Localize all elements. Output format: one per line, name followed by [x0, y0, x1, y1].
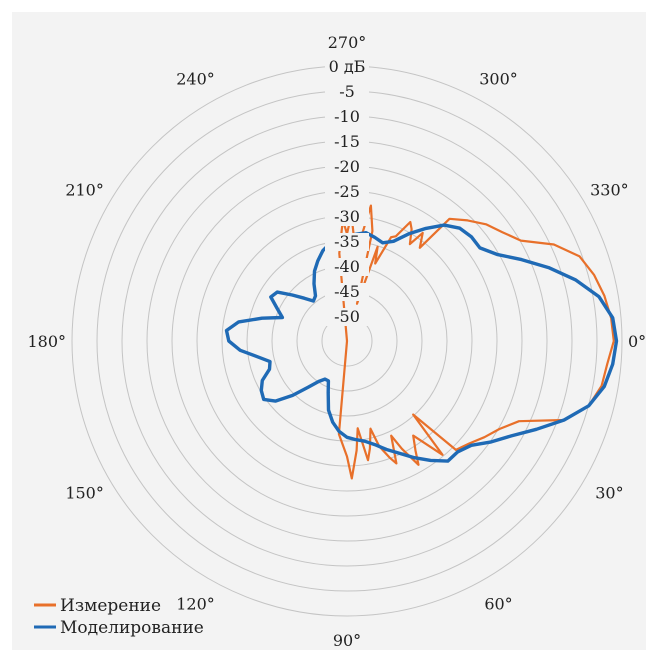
radial-label: -30 [334, 207, 360, 226]
radial-label-bg [325, 133, 369, 151]
radial-label: -10 [334, 107, 360, 126]
radial-label: -5 [339, 82, 355, 101]
series-line-simulation [224, 223, 619, 463]
angle-label: 300° [479, 70, 518, 89]
legend-label: Измерение [60, 596, 161, 616]
legend-label: Моделирование [60, 618, 204, 638]
radial-label: -40 [334, 257, 360, 276]
angle-label: 120° [176, 594, 215, 613]
chart-panel: 0° 30° 60° 90° 120° 150° 180° 210° 240° 270° 300° 3… [12, 12, 646, 650]
radial-label: -25 [334, 182, 360, 201]
radial-label-bg [325, 283, 369, 301]
angle-label: 150° [65, 484, 104, 503]
radial-label: -15 [334, 132, 360, 151]
angle-label: 90° [333, 631, 361, 650]
radial-label-bg [325, 108, 369, 126]
angle-label: 30° [595, 484, 623, 503]
angle-label: 270° [328, 33, 367, 52]
angle-label: 240° [176, 70, 215, 89]
radial-label-bg [325, 83, 369, 101]
radial-label: -45 [334, 282, 360, 301]
angle-label: 330° [590, 181, 629, 200]
radial-label-bg [325, 158, 369, 176]
angle-tick-labels: 0° 30° 60° 90° 120° 150° 180° 210° 240° 270° 300° 3… [27, 33, 646, 650]
radial-label-bg [325, 233, 369, 251]
radial-label: 0 дБ [329, 57, 366, 76]
radial-label-bg [325, 208, 369, 226]
radial-label: -20 [334, 157, 360, 176]
angle-label: 0° [628, 332, 646, 351]
angle-label: 180° [27, 332, 66, 351]
angle-label: 60° [484, 594, 512, 613]
angle-label: 210° [65, 181, 104, 200]
radial-label-bg [325, 183, 369, 201]
radial-label-bg [325, 258, 369, 276]
polar-chart: 0° 30° 60° 90° 120° 150° 180° 210° 240° 270° 300° 3… [27, 33, 646, 650]
radial-label-bg [325, 58, 369, 76]
radial-label: -50 [334, 307, 360, 326]
radial-label: -35 [334, 232, 360, 251]
radial-tick-labels: 0 дБ -5 -10 -15 -20 -25 -30 -35 -40 -45 -50 [325, 57, 369, 326]
radial-label-bg [325, 308, 369, 326]
